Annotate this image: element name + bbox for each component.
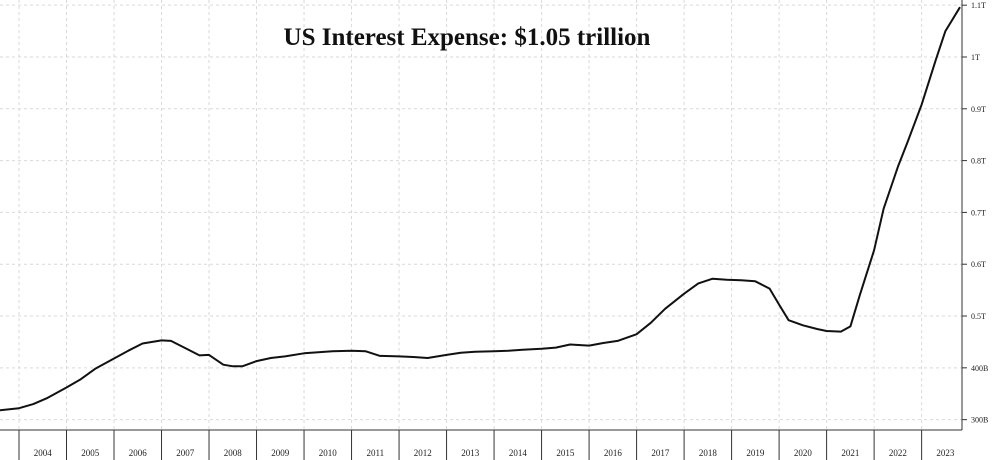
x-tick-label: 2009 (271, 448, 290, 458)
x-tick-label: 2006 (129, 448, 148, 458)
x-tick-label: 2016 (604, 448, 623, 458)
y-tick-label: 0.8T (971, 157, 986, 166)
x-tick-label: 2005 (81, 448, 100, 458)
x-tick-label: 2008 (224, 448, 243, 458)
x-tick-label: 2021 (841, 448, 859, 458)
x-tick-label: 2011 (366, 448, 384, 458)
y-tick-label: 1.1T (971, 1, 986, 10)
y-tick-label: 0.5T (971, 312, 986, 321)
x-tick-label: 2010 (319, 448, 338, 458)
x-tick-label: 2020 (794, 448, 813, 458)
x-tick-label: 2013 (461, 448, 480, 458)
x-tick-label: 2015 (556, 448, 575, 458)
y-tick-label: 0.6T (971, 260, 986, 269)
x-tick-label: 2004 (34, 448, 53, 458)
y-axis-ticks: 300B 400B 0.5T 0.6T 0.7T 0.8T 0.9T 1T 1.1T (962, 1, 988, 425)
y-tick-label: 1T (971, 53, 980, 62)
x-tick-label: 2014 (509, 448, 528, 458)
x-tick-label: 2017 (651, 448, 670, 458)
x-tick-label: 2012 (414, 448, 432, 458)
x-tick-label: 2007 (176, 448, 195, 458)
x-axis-ticks: 2004 2005 2006 2007 2008 2009 2010 2011 2012 2013… (18, 430, 955, 460)
y-tick-label: 0.7T (971, 208, 986, 217)
y-tick-label: 0.9T (971, 105, 986, 114)
gridlines (0, 0, 962, 430)
chart-title: US Interest Expense: $1.05 trillion (284, 24, 651, 51)
x-tick-label: 2018 (699, 448, 718, 458)
y-tick-label: 300B (971, 416, 988, 425)
interest-expense-line (0, 6, 961, 412)
x-tick-label: 2022 (889, 448, 907, 458)
x-tick-label: 2019 (746, 448, 765, 458)
y-tick-label: 400B (971, 364, 988, 373)
x-tick-label: 2023 (936, 448, 955, 458)
